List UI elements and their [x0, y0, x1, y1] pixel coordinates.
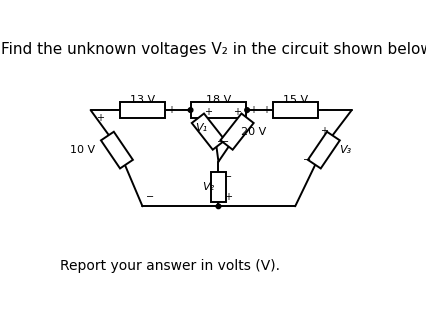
Text: −: −	[109, 105, 118, 115]
Text: −: −	[320, 105, 328, 115]
Text: 15 V: 15 V	[282, 95, 307, 105]
Text: +: +	[262, 105, 270, 115]
Circle shape	[244, 108, 249, 112]
Circle shape	[216, 204, 220, 208]
Text: +: +	[233, 107, 241, 117]
Text: −: −	[223, 172, 231, 182]
Text: +: +	[320, 126, 328, 136]
Text: 13 V: 13 V	[130, 95, 155, 105]
Text: 10 V: 10 V	[70, 145, 95, 155]
Text: +: +	[204, 107, 212, 117]
Text: −: −	[181, 105, 189, 115]
Bar	[191, 114, 225, 150]
Text: −: −	[146, 192, 154, 202]
Text: +: +	[96, 113, 104, 123]
Text: 20 V: 20 V	[241, 127, 266, 137]
Bar	[307, 132, 339, 168]
Bar	[272, 102, 317, 118]
Text: −: −	[216, 137, 224, 147]
Bar	[120, 102, 164, 118]
Text: Report your answer in volts (V).: Report your answer in volts (V).	[60, 259, 279, 273]
Bar	[220, 114, 253, 150]
Bar	[210, 172, 226, 202]
Circle shape	[188, 108, 193, 112]
Text: Find the unknown voltages V₂ in the circuit shown below.: Find the unknown voltages V₂ in the circ…	[1, 42, 426, 57]
Bar	[101, 132, 132, 168]
Text: V₁: V₁	[195, 123, 207, 133]
Text: −: −	[302, 155, 311, 165]
Text: −: −	[220, 137, 228, 147]
Text: V₃: V₃	[338, 145, 350, 155]
Text: +: +	[223, 192, 231, 202]
Text: +: +	[167, 105, 175, 115]
Text: +: +	[248, 105, 256, 115]
Bar	[190, 102, 245, 118]
Text: 18 V: 18 V	[205, 95, 230, 105]
Text: V₂: V₂	[202, 182, 214, 192]
